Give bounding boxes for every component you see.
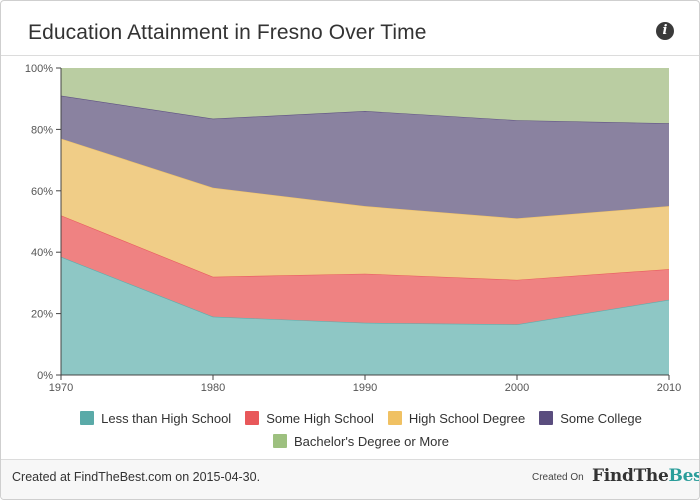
legend-item[interactable]: High School Degree: [387, 409, 526, 427]
legend-label: Less than High School: [101, 410, 232, 426]
legend-label: Some High School: [266, 410, 374, 426]
legend-swatch: [245, 411, 260, 425]
findthebest-logo[interactable]: FindTheBest: [592, 466, 699, 486]
logo-part-2: Best: [668, 466, 699, 486]
legend-label: High School Degree: [408, 410, 526, 426]
x-tick-label: 2010: [657, 382, 681, 394]
legend-item[interactable]: Some College: [539, 409, 642, 427]
y-tick-label: 80%: [31, 124, 53, 136]
info-icon[interactable]: i: [656, 22, 674, 40]
area-series-group: [60, 68, 670, 375]
legend-label: Some College: [560, 410, 642, 426]
stacked-area-chart: 0% 20% 40% 60% 80% 100% 1970 1980 1990 2000 2010: [25, 63, 681, 394]
area-some-college[interactable]: [61, 95, 669, 219]
axes-group: 0% 20% 40% 60% 80% 100% 1970 1980 1990 2000 2010: [25, 63, 681, 394]
y-tick-label: 60%: [31, 186, 53, 198]
legend-item[interactable]: Some High School: [245, 409, 374, 427]
footer-created-on-label: Created On: [532, 472, 584, 483]
logo-part-1: FindThe: [592, 466, 669, 486]
footer-created-text: Created at FindTheBest.com on 2015-04-30…: [12, 470, 261, 484]
area-some-high-school[interactable]: [61, 215, 669, 325]
x-tick-label: 1990: [353, 382, 377, 394]
y-tick-label: 0%: [37, 370, 53, 382]
x-tick-label: 2000: [505, 382, 529, 394]
legend-swatch: [387, 411, 402, 425]
x-tick-label: 1970: [49, 382, 73, 394]
legend-swatch: [539, 411, 554, 425]
legend-item[interactable]: Less than High School: [80, 409, 231, 427]
y-tick-label: 40%: [31, 247, 53, 259]
footer: Created at FindTheBest.com on 2015-04-30…: [1, 459, 699, 499]
legend-swatch: [80, 411, 95, 425]
area-high-school-degree[interactable]: [61, 138, 669, 280]
title-divider: [1, 55, 699, 56]
y-tick-label: 100%: [25, 63, 53, 75]
legend-label: Bachelor's Degree or More: [294, 433, 449, 449]
x-tick-label: 1980: [201, 382, 225, 394]
legend-item[interactable]: Bachelor's Degree or More: [273, 432, 449, 450]
legend-swatch: [273, 434, 288, 448]
chart-legend: Less than High School Some High School Hig…: [61, 409, 661, 450]
area-less-than-high-school[interactable]: [61, 256, 669, 375]
chart-title: Education Attainment in Fresno Over Time: [28, 21, 427, 44]
area-bachelor-s-degree-or-more[interactable]: [61, 68, 669, 124]
y-tick-label: 20%: [31, 309, 53, 321]
